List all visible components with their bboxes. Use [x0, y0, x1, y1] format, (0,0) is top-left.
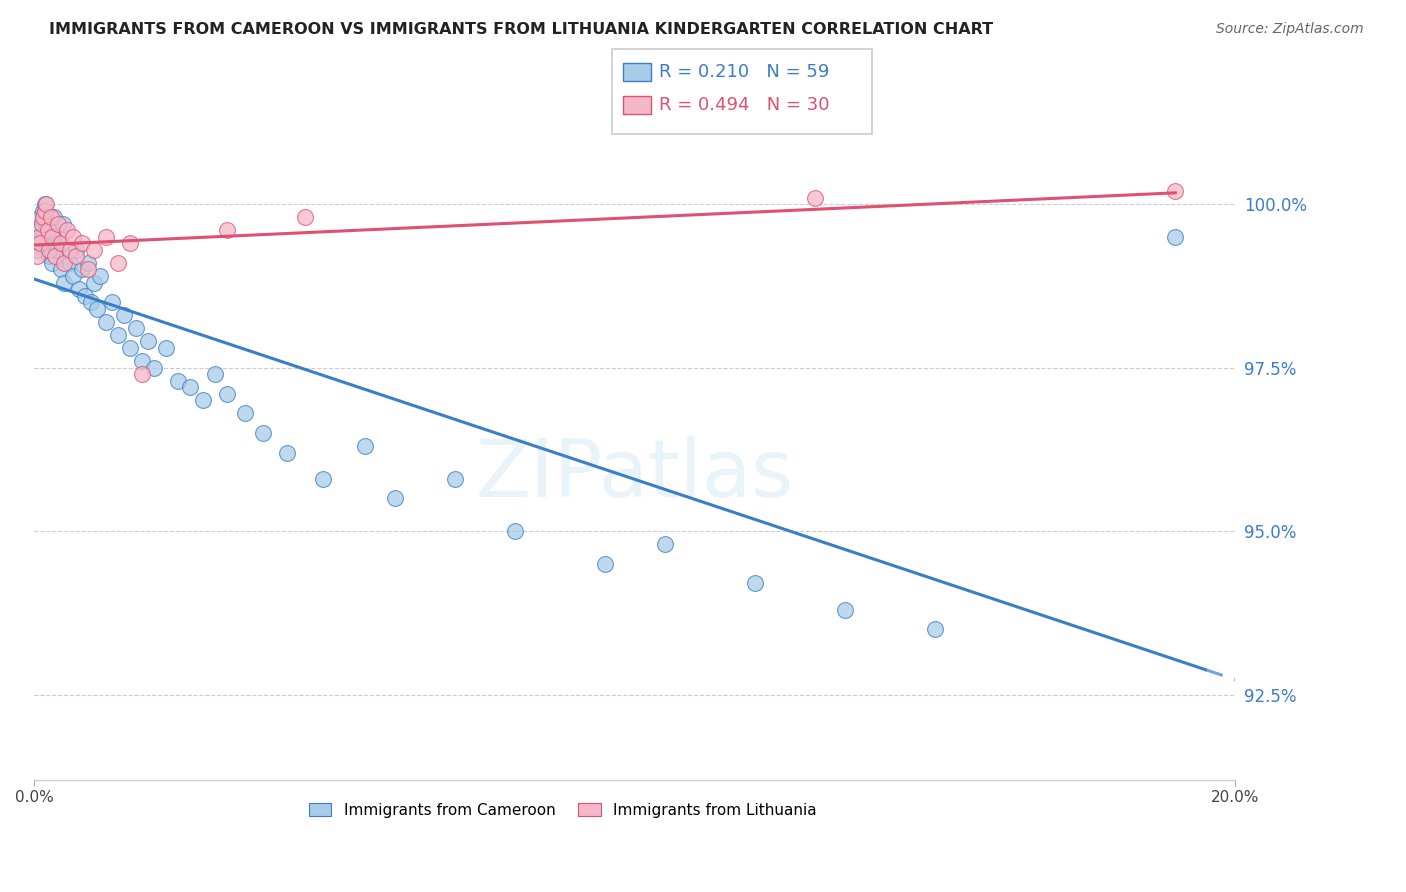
Point: [35, 217, 58, 231]
Point: [353, 439, 375, 453]
Point: [65, 249, 87, 263]
Point: [31, 229, 53, 244]
Point: [42, 210, 65, 224]
Text: R = 0.494   N = 30: R = 0.494 N = 30: [659, 96, 830, 114]
Point: [89, 268, 111, 283]
Point: [31, 217, 53, 231]
Point: [59, 256, 82, 270]
Text: IMMIGRANTS FROM CAMEROON VS IMMIGRANTS FROM LITHUANIA KINDERGARTEN CORRELATION C: IMMIGRANTS FROM CAMEROON VS IMMIGRANTS F…: [49, 22, 993, 37]
Point: [37, 236, 59, 251]
Point: [107, 327, 129, 342]
Point: [155, 341, 177, 355]
Point: [51, 236, 73, 251]
Point: [56, 223, 79, 237]
Point: [138, 334, 160, 349]
Point: [384, 491, 406, 506]
Point: [44, 249, 66, 263]
Point: [443, 472, 465, 486]
Point: [72, 236, 94, 251]
Point: [30, 210, 52, 224]
Point: [51, 262, 73, 277]
Point: [41, 229, 63, 244]
Point: [53, 276, 76, 290]
Point: [120, 236, 142, 251]
Point: [38, 243, 60, 257]
Point: [252, 425, 274, 440]
Point: [215, 223, 238, 237]
Point: [276, 445, 298, 459]
Point: [62, 268, 84, 283]
Point: [46, 243, 69, 257]
Point: [67, 282, 90, 296]
Legend: Immigrants from Cameroon, Immigrants from Lithuania: Immigrants from Cameroon, Immigrants fro…: [302, 797, 823, 824]
Point: [924, 622, 946, 636]
Point: [107, 256, 129, 270]
Point: [96, 229, 118, 244]
Point: [1164, 229, 1187, 244]
Point: [35, 197, 58, 211]
Point: [77, 262, 100, 277]
Point: [215, 386, 238, 401]
Point: [30, 236, 52, 251]
Point: [75, 288, 97, 302]
Point: [744, 576, 766, 591]
Point: [41, 256, 63, 270]
Point: [59, 243, 82, 257]
Point: [83, 276, 105, 290]
Point: [294, 210, 316, 224]
Point: [52, 217, 75, 231]
Point: [27, 249, 49, 263]
Point: [28, 223, 51, 237]
Point: [39, 210, 62, 224]
Point: [62, 229, 84, 244]
Point: [834, 602, 856, 616]
Text: ZIPatlas: ZIPatlas: [475, 435, 794, 514]
Point: [311, 472, 333, 486]
Point: [804, 190, 827, 204]
Point: [53, 256, 76, 270]
Point: [86, 301, 108, 316]
Point: [32, 210, 55, 224]
Point: [654, 537, 676, 551]
Point: [34, 203, 56, 218]
Point: [179, 380, 201, 394]
Point: [27, 243, 49, 257]
Point: [96, 315, 118, 329]
Point: [114, 308, 136, 322]
Point: [37, 223, 59, 237]
Point: [503, 524, 526, 538]
Point: [80, 295, 103, 310]
Point: [65, 243, 87, 257]
Point: [593, 557, 616, 571]
Point: [56, 249, 79, 263]
Point: [131, 367, 153, 381]
Point: [143, 360, 166, 375]
Point: [48, 217, 70, 231]
Point: [233, 406, 256, 420]
Point: [39, 223, 62, 237]
Point: [38, 249, 60, 263]
Text: Source: ZipAtlas.com: Source: ZipAtlas.com: [1216, 22, 1364, 37]
Point: [131, 354, 153, 368]
Point: [28, 229, 51, 244]
Point: [44, 236, 66, 251]
Text: R = 0.210   N = 59: R = 0.210 N = 59: [659, 63, 830, 81]
Point: [120, 341, 142, 355]
Point: [101, 295, 124, 310]
Point: [125, 321, 148, 335]
Point: [72, 262, 94, 277]
Point: [167, 374, 190, 388]
Point: [83, 243, 105, 257]
Point: [48, 229, 70, 244]
Point: [1164, 184, 1187, 198]
Point: [32, 203, 55, 218]
Point: [191, 393, 214, 408]
Point: [34, 197, 56, 211]
Point: [204, 367, 226, 381]
Point: [77, 256, 100, 270]
